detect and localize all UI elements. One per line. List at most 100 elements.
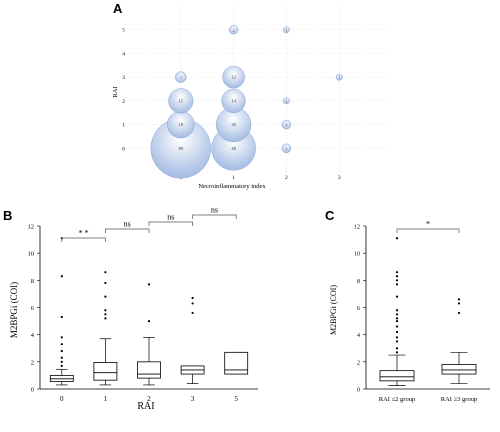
b-outlier: [104, 271, 107, 274]
b-y-tick-label: 2: [31, 359, 34, 366]
bubble-label: 2: [285, 122, 287, 127]
y-tick-label: 4: [122, 51, 125, 57]
c-y-tick-label: 8: [357, 279, 360, 285]
c-outlier: [395, 319, 399, 323]
b-x-tick-label: 2: [147, 395, 151, 403]
bubble: [222, 65, 245, 89]
bubble-label: 2: [285, 146, 287, 151]
x-tick-label: 3: [338, 175, 341, 181]
boxplot-groups: 0 2 4 6 8 10 12 RAI ≤2 group RAI ≥3 group *: [354, 220, 490, 403]
bubble: [283, 26, 290, 34]
bubble-label: 1: [338, 75, 340, 80]
c-outlier: [395, 325, 399, 328]
bubble-label: 30: [231, 122, 236, 127]
b-y-tick-label: 8: [31, 278, 34, 285]
c-outlier: [395, 313, 399, 316]
b-y-tick-label: 0: [31, 387, 34, 394]
c-outlier: [395, 271, 399, 274]
y-tick-label: 3: [122, 75, 125, 81]
bubble-label: 48: [231, 146, 236, 151]
panel-letter-c: C: [325, 208, 335, 223]
b-outlier: [60, 356, 63, 359]
b-y-tick-label: 10: [28, 251, 35, 258]
c-box: [379, 370, 415, 382]
bubble: [175, 71, 187, 83]
c-y-tick-label: 10: [354, 252, 360, 258]
b-outlier: [191, 296, 194, 300]
c-outlier: [395, 295, 399, 298]
b-y-tick-label: 12: [28, 224, 35, 231]
b-outlier: [104, 281, 107, 285]
panel-letter-b: B: [3, 208, 12, 223]
bubble: [221, 88, 246, 113]
bubble-label: 12: [231, 75, 236, 80]
y-tick-label: 1: [122, 123, 125, 129]
bubble-label: 18: [179, 122, 184, 127]
c-outlier: [457, 298, 461, 301]
bubble: [283, 97, 290, 105]
b-outlier: [60, 349, 63, 353]
bubble: [168, 88, 194, 114]
b-significance-label: ns: [211, 206, 218, 215]
c-outlier: [395, 330, 399, 334]
c-x-tick-label: RAI ≥3 group: [441, 396, 477, 403]
c-outlier: [395, 279, 399, 282]
y-tick-label: 2: [122, 99, 125, 105]
c-box: [441, 364, 477, 375]
b-box: [93, 362, 118, 381]
b-outlier: [60, 360, 63, 363]
panel-letter-a: A: [113, 1, 123, 16]
b-significance-bracket: [61, 237, 106, 242]
c-outlier: [395, 347, 399, 350]
y-tick-label: 5: [122, 28, 125, 34]
c-outlier: [395, 309, 399, 312]
c-outlier: [395, 275, 399, 278]
bubble-label: 15: [179, 98, 184, 103]
b-box: [137, 361, 161, 379]
bubble-label: 14: [231, 98, 236, 103]
b-significance-bracket: [148, 221, 193, 226]
c-outlier: [395, 237, 399, 240]
b-outlier: [147, 283, 151, 286]
b-outlier: [191, 311, 194, 315]
c-outlier: [395, 283, 399, 286]
c-y-tick-label: 6: [357, 306, 360, 312]
b-outlier: [104, 309, 107, 312]
b-x-tick-label: 0: [60, 395, 64, 403]
c-x-tick-label: RAI ≤2 group: [379, 396, 415, 403]
b-significance-label: * *: [79, 229, 89, 238]
c-y-tick-label: 4: [357, 333, 360, 339]
c-significance-bracket: [396, 228, 460, 233]
bubble: [281, 143, 292, 153]
bubble: [228, 25, 239, 35]
b-significance-label: ns: [124, 220, 131, 229]
b-outlier: [104, 313, 107, 316]
bubble-label: 89: [179, 146, 184, 151]
a-ylabel: RAI: [112, 86, 119, 97]
bubble: [335, 73, 343, 81]
bubble-label: 3: [180, 75, 183, 80]
b-box: [224, 351, 249, 375]
c-y-tick-label: 12: [354, 225, 360, 231]
b-outlier: [104, 295, 107, 298]
b-ylabel: M2BPGi (COI): [9, 282, 19, 338]
c-significance-label: *: [426, 220, 430, 229]
a-xlabel: Necroinflammatory index: [198, 183, 266, 190]
b-significance-bracket: [105, 228, 150, 233]
c-outlier: [395, 351, 399, 354]
b-outlier: [60, 343, 63, 346]
b-outlier: [191, 302, 194, 305]
c-outlier: [457, 302, 461, 305]
b-significance-label: ns: [167, 213, 174, 222]
b-x-tick-label: 5: [234, 395, 238, 403]
b-x-tick-label: 1: [104, 395, 108, 403]
b-significance-bracket: [192, 214, 237, 219]
c-outlier: [395, 336, 399, 339]
b-y-tick-label: 6: [31, 305, 35, 312]
bubble-label: 1: [285, 98, 287, 103]
bubble-chart: 0123450123891815348301412222111: [122, 6, 392, 181]
b-outlier: [104, 317, 107, 320]
y-tick-label: 0: [122, 146, 125, 152]
